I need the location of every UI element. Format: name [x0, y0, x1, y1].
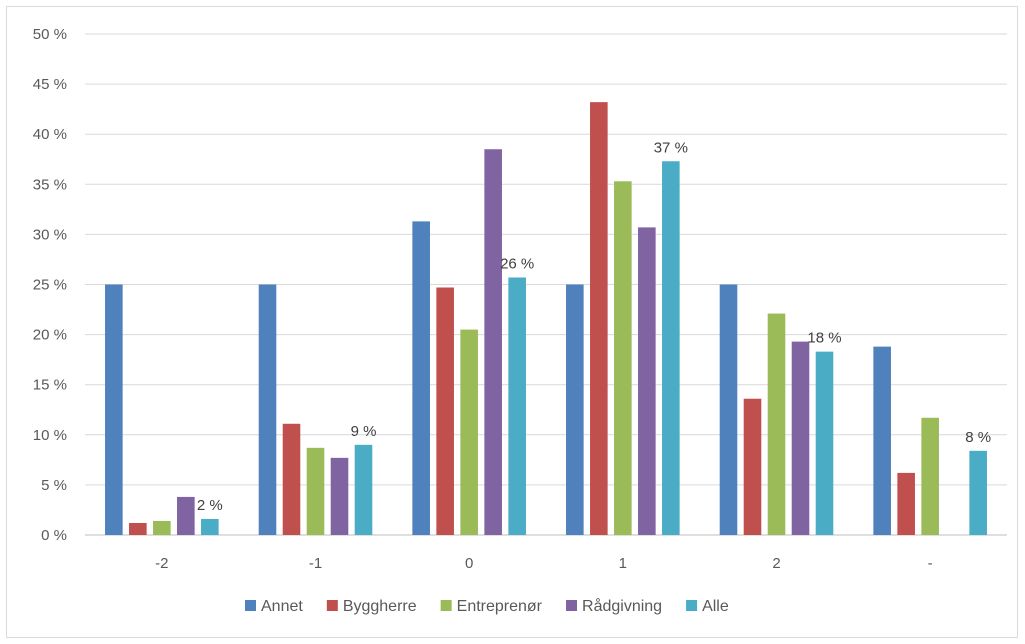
x-tick-label: -2 [155, 555, 168, 572]
y-tick-label: 10 % [33, 427, 67, 444]
bar-alle-dash [969, 450, 987, 535]
legend-item-byggherre: Byggherre [326, 598, 417, 615]
data-label: 8 % [965, 429, 991, 446]
bar-byggherre-1 [590, 102, 608, 536]
bar-annet--1 [258, 284, 277, 535]
x-tick-label: -1 [309, 555, 322, 572]
data-label: 2 % [197, 497, 223, 514]
legend-swatch [566, 600, 578, 611]
bar-rådgivning-1 [638, 227, 656, 536]
legend-item-annet: Annet [245, 598, 303, 615]
y-tick-label: 25 % [33, 277, 67, 294]
bar-annet-0 [412, 221, 430, 535]
legend-label: Rådgivning [582, 597, 662, 615]
bar-annet-2 [719, 284, 738, 535]
bar-alle-0 [508, 277, 526, 535]
bar-alle-1 [662, 161, 680, 535]
bar-entreprenør--2 [153, 520, 171, 535]
legend-swatch [245, 600, 256, 611]
legend-label: Entreprenør [457, 598, 543, 615]
legend-label: Byggherre [343, 598, 417, 615]
bar-entreprenør-2 [767, 313, 786, 535]
bar-annet-1 [566, 284, 584, 535]
bar-rådgivning--2 [177, 496, 195, 535]
legend: Annet Byggherre Entreprenør Rådgivning Alle [245, 597, 729, 615]
legend-swatch [326, 600, 338, 611]
y-tick-label: 0 % [41, 527, 67, 544]
y-tick-label: 50 % [33, 26, 67, 43]
legend-label: Annet [261, 598, 303, 615]
chart-frame: 0 % 5 % 10 % 15 % 20 % 25 % 30 % 35 % 40 % 45 % 50… [6, 6, 1018, 638]
bar-rådgivning--1 [330, 457, 349, 535]
legend-item-rådgivning: Rådgivning [566, 597, 662, 615]
bar-entreprenør-0 [460, 329, 478, 535]
bar-entreprenør-1 [614, 181, 632, 535]
legend-swatch [440, 600, 452, 611]
bar-annet-dash [873, 346, 891, 535]
bar-byggherre-2 [743, 398, 762, 535]
legend-swatch [686, 600, 698, 611]
bar-byggherre-dash [897, 472, 915, 535]
legend-item-alle: Alle [686, 598, 729, 615]
data-label: 9 % [351, 423, 377, 440]
bar-rådgivning-0 [484, 149, 502, 536]
y-tick-label: 20 % [33, 327, 67, 344]
bar-alle--1 [354, 444, 373, 535]
y-axis-ticks: 0 % 5 % 10 % 15 % 20 % 25 % 30 % 35 % 40 % 45 % 50… [33, 26, 67, 544]
y-tick-label: 40 % [33, 126, 67, 143]
legend-item-entreprenør: Entreprenør [440, 598, 543, 615]
data-label: 37 % [654, 139, 688, 156]
bar-rådgivning-2 [791, 341, 810, 535]
data-label: 18 % [807, 330, 841, 347]
bar-entreprenør--1 [306, 447, 325, 535]
y-tick-label: 5 % [41, 477, 67, 494]
y-tick-label: 30 % [33, 226, 67, 243]
bar-byggherre--2 [129, 522, 147, 535]
x-tick-label: - [928, 555, 933, 572]
y-tick-label: 45 % [33, 76, 67, 93]
y-tick-label: 15 % [33, 377, 67, 394]
x-tick-label: 2 [772, 555, 780, 572]
data-label: 26 % [500, 255, 534, 272]
x-axis-ticks: -2 -1 0 1 2 - [155, 555, 933, 572]
x-tick-label: 0 [465, 555, 473, 572]
bar-alle--2 [201, 518, 219, 535]
gridlines [85, 33, 1007, 536]
bar-annet--2 [105, 284, 123, 535]
bar-alle-2 [815, 351, 834, 535]
legend-label: Alle [702, 598, 729, 615]
bar-entreprenør-dash [921, 417, 939, 535]
bar-byggherre--1 [282, 423, 301, 535]
bar-chart: 0 % 5 % 10 % 15 % 20 % 25 % 30 % 35 % 40 % 45 % 50… [33, 26, 1007, 615]
x-tick-label: 1 [619, 555, 627, 572]
y-tick-label: 35 % [33, 176, 67, 193]
bars [105, 102, 987, 536]
data-labels: 2 % 9 % 26 % 37 % 18 % 8 % [197, 139, 991, 514]
bar-byggherre-0 [436, 287, 454, 535]
